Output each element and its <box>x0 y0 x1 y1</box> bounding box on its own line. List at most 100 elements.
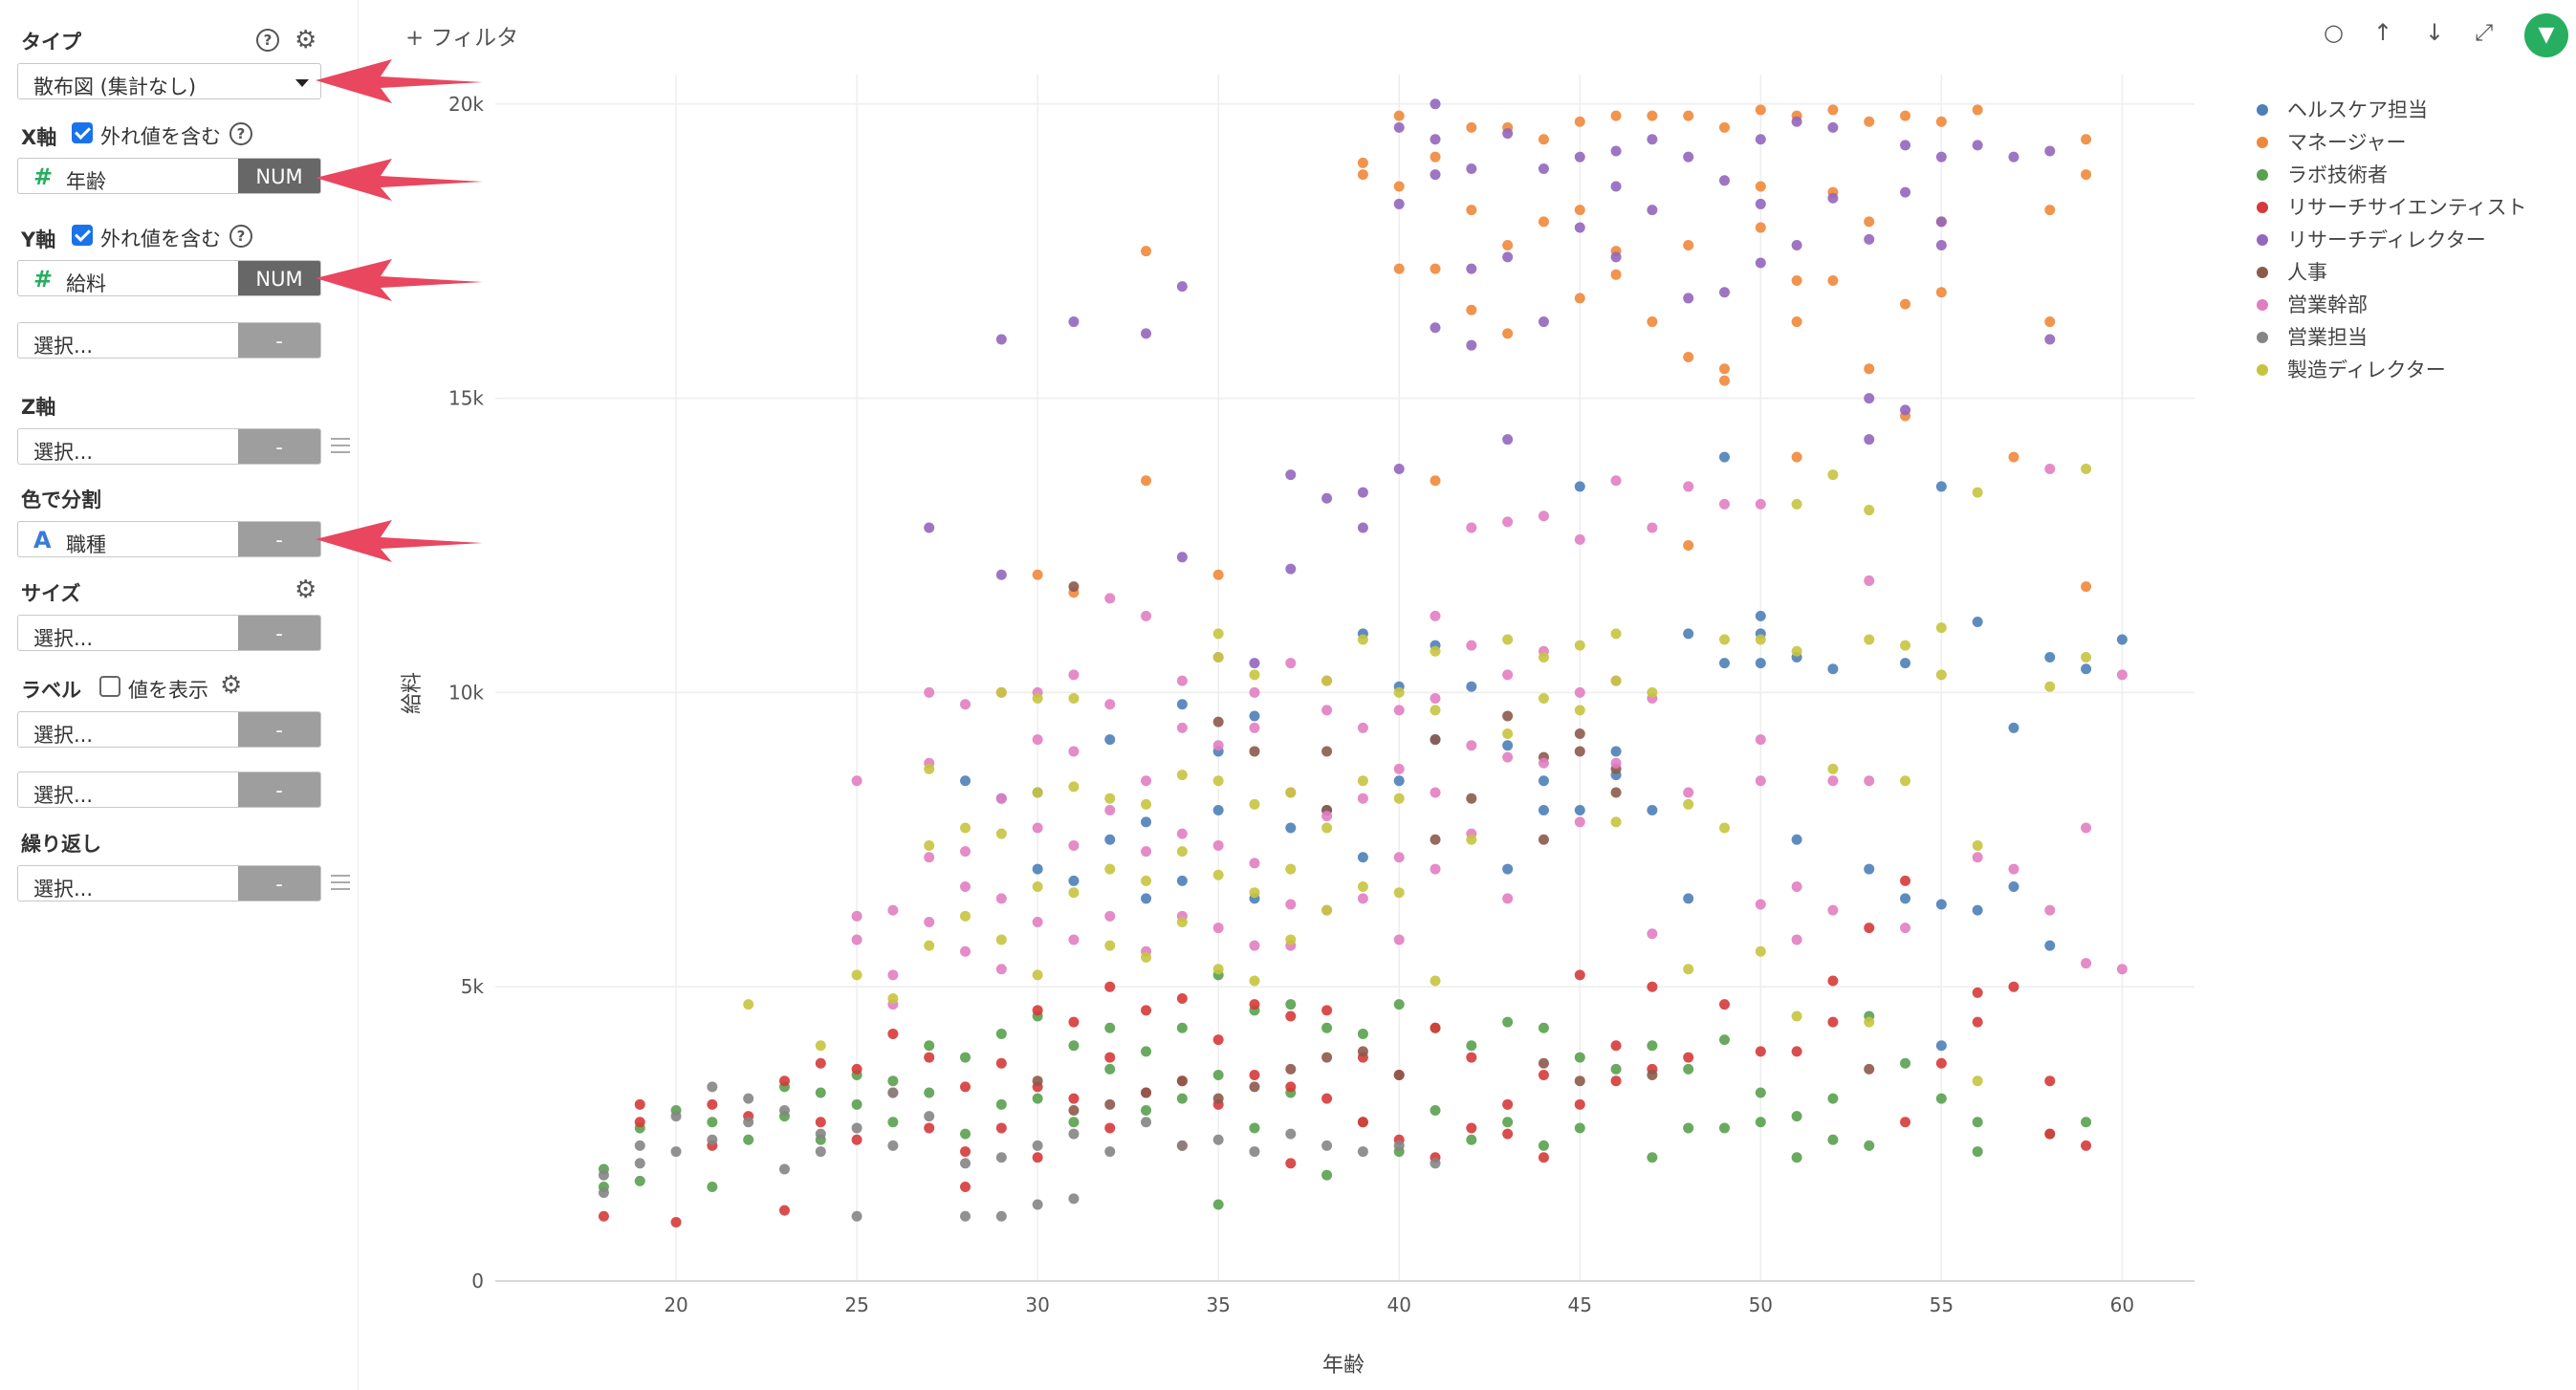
help-icon[interactable]: ? <box>229 225 252 248</box>
scatter-point <box>1718 363 1730 375</box>
dash-button[interactable]: - <box>238 323 320 358</box>
y-tick-label: 5k <box>461 975 485 998</box>
scatter-point <box>1141 246 1152 257</box>
menu-icon[interactable] <box>331 875 350 895</box>
color-split-field[interactable]: A 職種 - <box>17 521 321 557</box>
scatter-point <box>1502 1098 1514 1110</box>
expand-icon[interactable]: ⤢ <box>2475 19 2494 46</box>
scatter-point <box>1430 975 1441 987</box>
scatter-point <box>1393 934 1405 945</box>
x-outlier-checkbox[interactable] <box>72 122 93 143</box>
y-outlier-checkbox[interactable] <box>72 225 93 246</box>
scatter-point <box>1538 1022 1549 1033</box>
scatter-point <box>1032 969 1043 981</box>
scatter-point <box>1357 852 1368 863</box>
x-axis-field[interactable]: # 年齢 NUM <box>17 158 321 194</box>
scatter-point <box>1538 316 1549 328</box>
scatter-point <box>1900 640 1911 651</box>
scatter-point <box>1466 640 1477 651</box>
scatter-point <box>1032 1093 1043 1104</box>
scatter-point <box>1249 1122 1260 1134</box>
scatter-point <box>1864 923 1875 934</box>
scatter-point <box>1321 705 1333 716</box>
scatter-point <box>1683 787 1694 798</box>
scatter-point <box>1032 916 1043 927</box>
scatter-point <box>1430 610 1441 621</box>
scatter-point <box>1683 539 1694 551</box>
scatter-point <box>1068 1117 1080 1128</box>
gear-icon[interactable]: ⚙ <box>295 576 317 604</box>
scatter-point <box>1466 304 1477 315</box>
scatter-point <box>995 893 1007 904</box>
scatter-point <box>851 775 862 787</box>
legend-item-label: 営業担当 <box>2287 326 2368 349</box>
scatter-point <box>598 1169 609 1181</box>
dash-button[interactable]: - <box>238 772 320 807</box>
add-filter-button[interactable]: + フィルタ <box>405 26 519 51</box>
dash-button[interactable]: - <box>238 712 320 747</box>
scatter-point <box>1538 693 1549 705</box>
scatter-point <box>743 1134 754 1145</box>
gear-icon[interactable]: ⚙ <box>295 26 317 54</box>
scatter-point <box>1176 1093 1188 1104</box>
dash-button[interactable]: - <box>238 866 320 901</box>
scatter-point <box>924 1122 935 1134</box>
download-icon[interactable]: ↓ <box>2425 19 2445 46</box>
scatter-point <box>1068 1040 1080 1052</box>
repeat-select[interactable]: 選択... - <box>17 865 321 901</box>
scatter-point <box>1791 116 1802 127</box>
scatter-point <box>960 1182 971 1193</box>
comment-icon[interactable]: ○ <box>2324 19 2344 46</box>
chart-type-select[interactable]: 散布図 (集計なし) <box>17 63 321 99</box>
y-axis-type-tag[interactable]: NUM <box>238 261 320 295</box>
x-axis-type-tag[interactable]: NUM <box>238 159 320 193</box>
scatter-point <box>1864 1140 1875 1151</box>
label-select-1[interactable]: 選択... - <box>17 711 321 748</box>
scatter-point <box>1176 675 1188 686</box>
y-axis-field[interactable]: # 給料 NUM <box>17 260 321 296</box>
scatter-point <box>887 969 899 981</box>
scatter-point <box>1935 669 1947 681</box>
dash-button[interactable]: - <box>238 429 320 464</box>
show-value-checkbox[interactable] <box>99 676 120 697</box>
legend-item-label: マネージャー <box>2287 131 2407 154</box>
dash-button[interactable]: - <box>238 616 320 650</box>
scatter-point <box>1755 198 1766 209</box>
scatter-point <box>1357 1117 1368 1128</box>
dash-button[interactable]: - <box>238 522 320 556</box>
help-icon[interactable]: ? <box>229 122 252 145</box>
size-select[interactable]: 選択... - <box>17 615 321 651</box>
arrow-x-axis <box>316 159 483 201</box>
scatter-point <box>1538 651 1549 662</box>
help-icon[interactable]: ? <box>256 29 279 52</box>
scatter-point <box>1430 834 1441 845</box>
pin-icon[interactable]: ▼ <box>2524 13 2568 57</box>
scatter-point <box>1502 634 1514 645</box>
scatter-point <box>1610 628 1622 640</box>
scatter-point <box>1610 746 1622 757</box>
scatter-point <box>924 1087 935 1098</box>
scatter-point <box>2081 822 2092 834</box>
scatter-point <box>1683 893 1694 904</box>
scatter-point <box>1647 1040 1658 1052</box>
scatter-point <box>1430 1158 1441 1169</box>
scatter-point <box>1610 675 1622 686</box>
scatter-point <box>1321 1140 1333 1151</box>
upload-icon[interactable]: ↑ <box>2373 19 2393 46</box>
scatter-point <box>1827 663 1839 675</box>
scatter-point <box>1972 617 1983 628</box>
scatter-point <box>1212 628 1224 640</box>
scatter-point <box>2008 451 2019 463</box>
scatter-point <box>2116 634 2128 645</box>
z-axis-select[interactable]: 選択... - <box>17 428 321 465</box>
scatter-point <box>1393 463 1405 474</box>
scatter-point <box>1718 999 1730 1010</box>
scatter-point <box>1466 740 1477 751</box>
gear-icon[interactable]: ⚙ <box>220 671 243 700</box>
y-axis-extra-select[interactable]: 選択... - <box>17 322 321 358</box>
scatter-point <box>995 1057 1007 1069</box>
menu-icon[interactable] <box>331 438 350 458</box>
scatter-point <box>1935 287 1947 298</box>
scatter-point <box>1718 1034 1730 1046</box>
label-select-2[interactable]: 選択... - <box>17 771 321 808</box>
